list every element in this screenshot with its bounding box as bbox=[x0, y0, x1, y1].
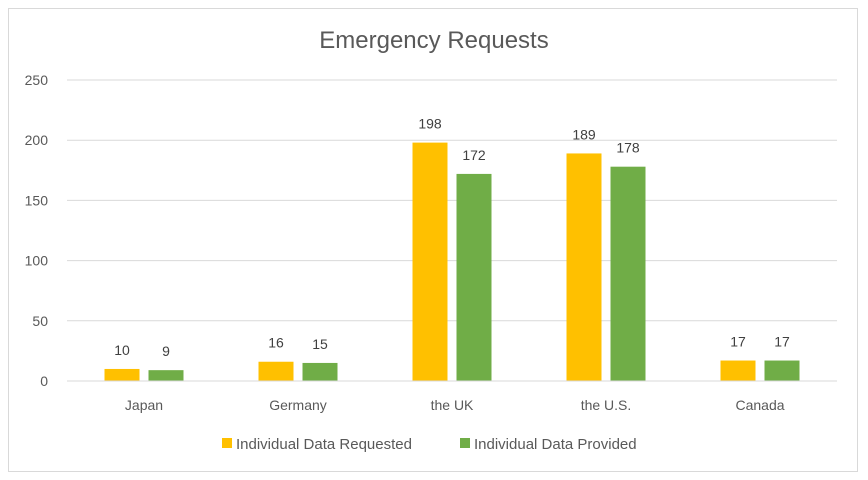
legend-label: Individual Data Requested bbox=[236, 436, 412, 453]
data-label: 17 bbox=[774, 334, 790, 350]
bar-provided bbox=[302, 362, 338, 381]
legend: Individual Data Requested Individual Data… bbox=[222, 436, 637, 453]
bar-requested bbox=[566, 153, 602, 381]
data-label: 10 bbox=[114, 342, 130, 358]
bar-requested bbox=[720, 360, 756, 381]
chart-title: Emergency Requests bbox=[319, 27, 548, 54]
x-tick-label: Germany bbox=[269, 397, 327, 413]
x-tick-label: Canada bbox=[735, 397, 784, 413]
x-axis: Japan Germany the UK the U.S. Canada bbox=[67, 380, 837, 413]
data-label: 172 bbox=[462, 147, 486, 163]
y-tick-label: 150 bbox=[25, 192, 49, 208]
bar-requested bbox=[258, 361, 294, 381]
bar-provided bbox=[148, 370, 184, 381]
y-tick-label: 250 bbox=[25, 72, 49, 88]
bars: 10 9 16 15 198 172 189 178 17 17 bbox=[104, 116, 800, 381]
y-tick-label: 0 bbox=[40, 373, 48, 389]
bar-requested bbox=[412, 142, 448, 381]
data-label: 178 bbox=[616, 140, 640, 156]
legend-swatch bbox=[460, 438, 470, 448]
x-tick-label: the U.S. bbox=[581, 397, 632, 413]
bar-provided bbox=[456, 173, 492, 381]
data-label: 17 bbox=[730, 334, 746, 350]
y-tick-label: 50 bbox=[32, 313, 48, 329]
x-tick-label: the UK bbox=[431, 397, 474, 413]
data-label: 198 bbox=[418, 116, 442, 132]
legend-label: Individual Data Provided bbox=[474, 436, 637, 453]
x-tick-label: Japan bbox=[125, 397, 163, 413]
bar-provided bbox=[764, 360, 800, 381]
y-tick-label: 200 bbox=[25, 132, 49, 148]
data-label: 189 bbox=[572, 126, 596, 142]
data-label: 15 bbox=[312, 336, 328, 352]
gridlines bbox=[67, 79, 837, 382]
y-axis: 0 50 100 150 200 250 bbox=[25, 72, 49, 389]
data-label: 9 bbox=[162, 343, 170, 359]
y-tick-label: 100 bbox=[25, 253, 49, 269]
data-label: 16 bbox=[268, 335, 284, 351]
bar-provided bbox=[610, 166, 646, 381]
bar-requested bbox=[104, 368, 140, 381]
legend-swatch bbox=[222, 438, 232, 448]
